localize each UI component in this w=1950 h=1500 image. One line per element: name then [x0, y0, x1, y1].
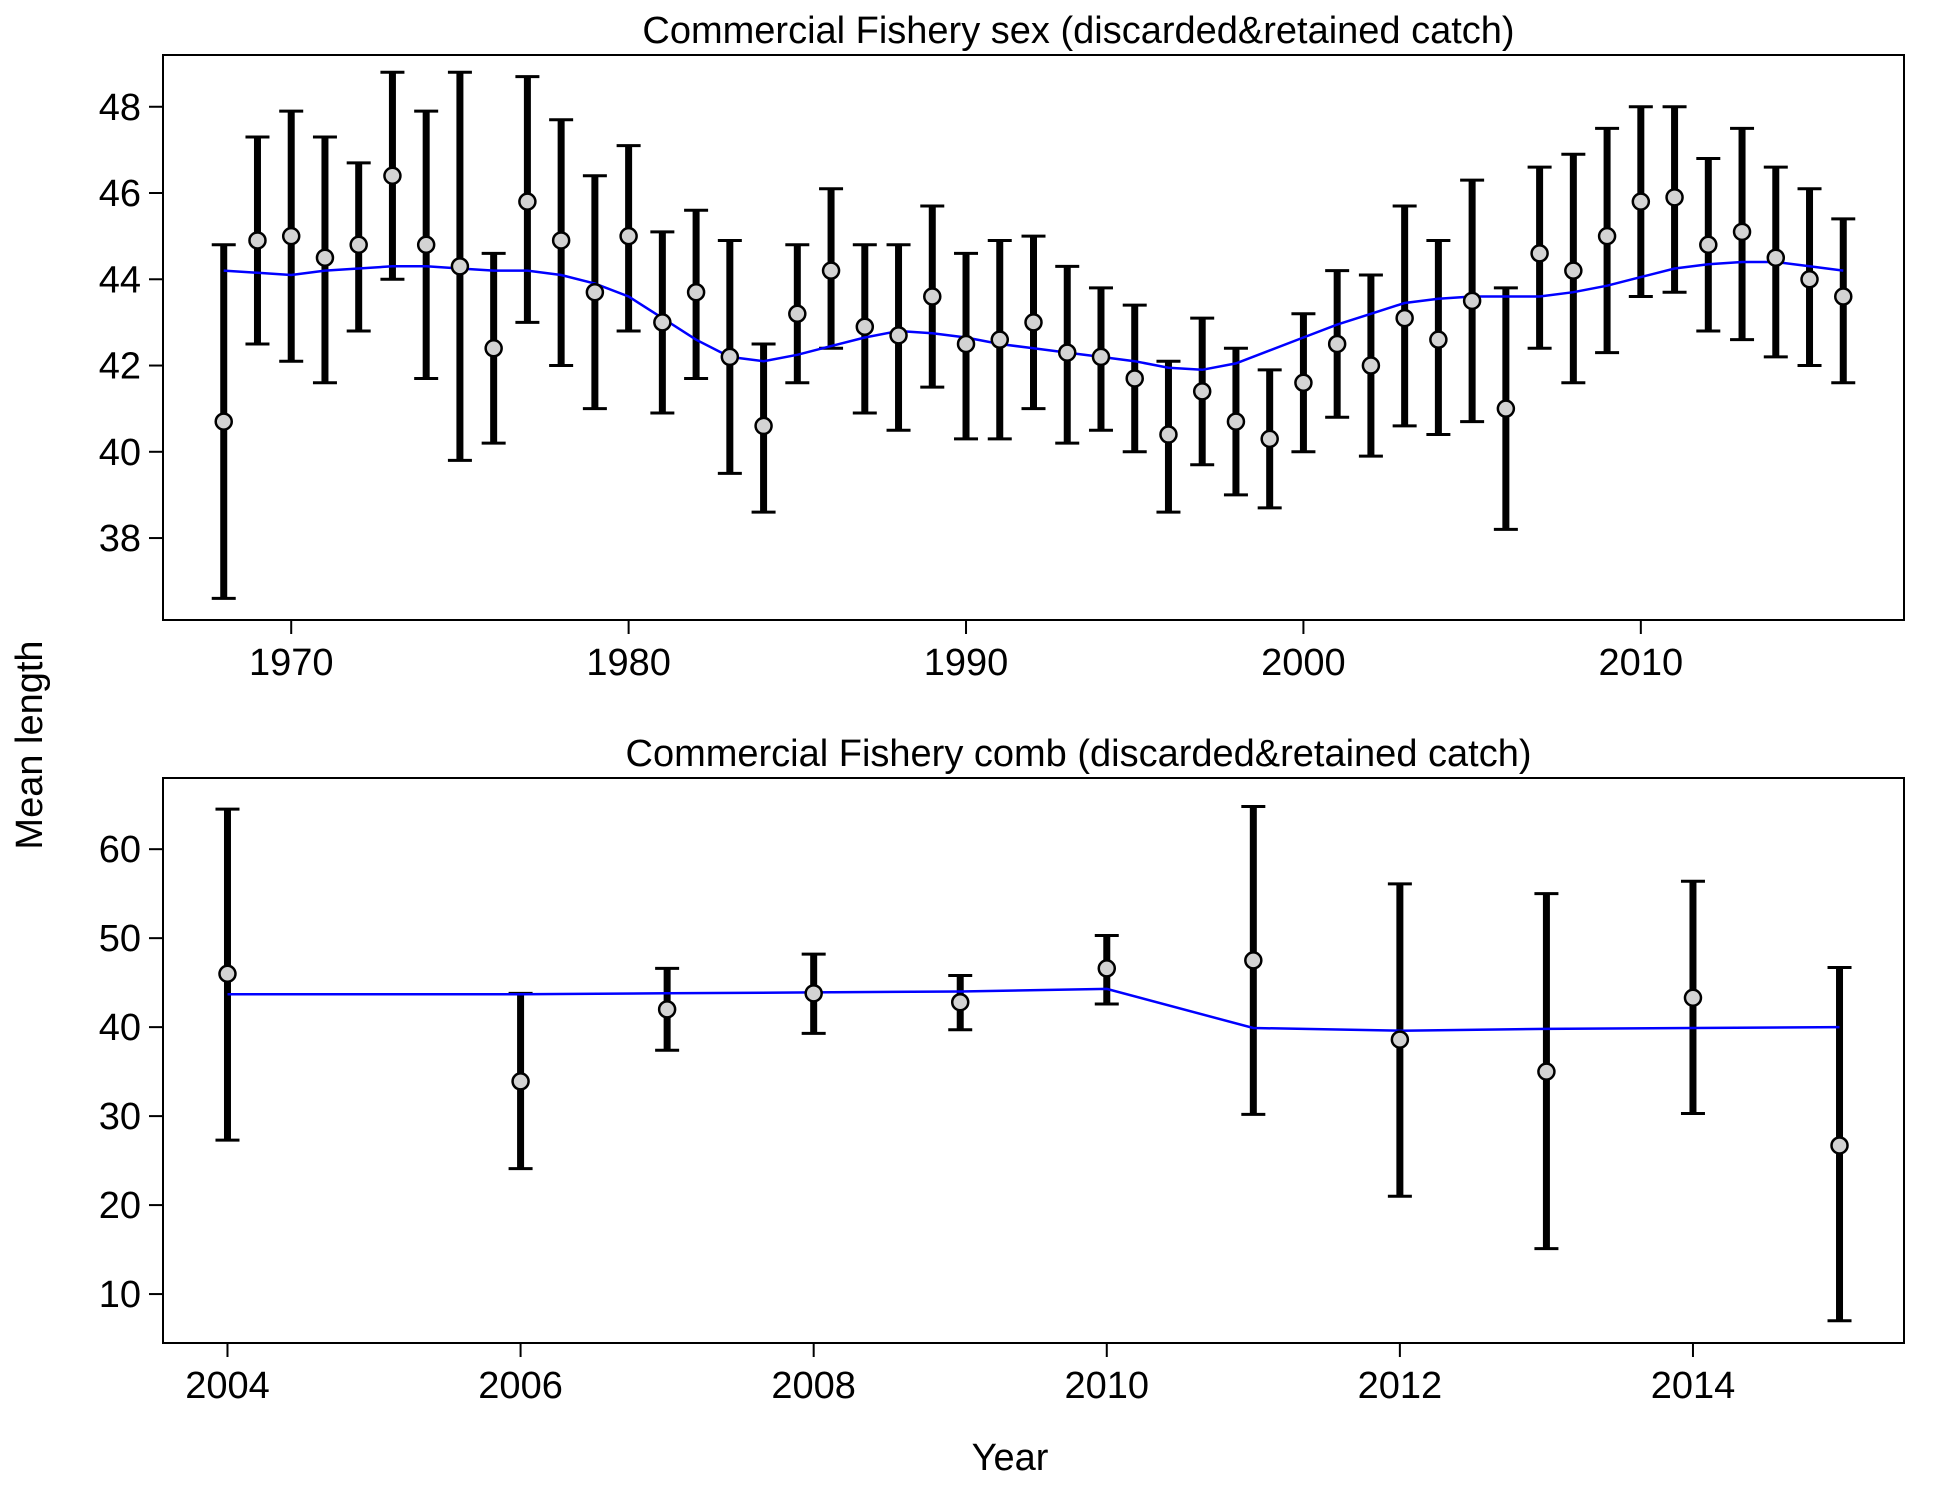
- data-point: [1537, 1062, 1556, 1081]
- data-point: [1395, 308, 1414, 328]
- x-tick-label: 2004: [185, 1365, 270, 1407]
- data-point: [1244, 951, 1263, 970]
- data-point: [1530, 244, 1549, 263]
- data-point: [1429, 330, 1448, 349]
- y-axis-label: Mean length: [9, 640, 51, 849]
- y-tick-label: 48: [99, 87, 141, 129]
- panel-comb: Commercial Fishery comb (discarded&retai…: [99, 733, 1905, 1407]
- plot-frame: [162, 777, 1905, 1344]
- x-tick-label: 2006: [478, 1365, 563, 1407]
- data-point: [923, 287, 942, 306]
- data-point: [1462, 291, 1482, 311]
- data-point: [1766, 248, 1786, 267]
- data-point: [1732, 222, 1752, 242]
- x-tick-label: 2010: [1599, 642, 1684, 684]
- data-point: [990, 330, 1010, 349]
- data-point: [653, 313, 672, 332]
- panel-sex: Commercial Fishery sex (discarded&retain…: [99, 10, 1905, 684]
- y-tick-label: 10: [99, 1274, 141, 1316]
- data-point: [1830, 1136, 1849, 1155]
- data-point: [1057, 343, 1077, 362]
- data-point: [788, 304, 807, 324]
- data-point: [1496, 399, 1516, 418]
- panel-title: Commercial Fishery sex (discarded&retain…: [642, 10, 1514, 52]
- data-point: [511, 1072, 530, 1091]
- x-tick-label: 1970: [249, 642, 334, 684]
- data-point: [218, 964, 237, 983]
- y-tick-label: 20: [99, 1185, 141, 1227]
- data-point: [1091, 347, 1111, 367]
- y-tick-label: 50: [99, 918, 141, 960]
- y-tick-label: 40: [99, 1007, 141, 1049]
- data-point: [585, 282, 605, 302]
- data-point: [657, 1000, 677, 1019]
- data-point: [484, 339, 503, 358]
- y-tick-label: 38: [99, 518, 141, 560]
- x-tick-label: 2014: [1651, 1365, 1736, 1407]
- data-point: [720, 347, 740, 367]
- data-point: [950, 992, 970, 1012]
- data-point: [1024, 313, 1043, 332]
- data-point: [1683, 988, 1703, 1008]
- data-point: [1226, 412, 1246, 431]
- data-point: [619, 226, 638, 246]
- expected-line: [227, 987, 1840, 1032]
- data-point: [349, 235, 368, 255]
- data-point: [1361, 356, 1381, 375]
- data-point: [1390, 1030, 1410, 1049]
- y-tick-label: 44: [99, 259, 141, 301]
- data-point: [1597, 226, 1617, 246]
- data-point: [1159, 425, 1178, 444]
- data-point: [315, 248, 335, 267]
- y-tick-label: 30: [99, 1096, 141, 1138]
- x-tick-label: 2012: [1358, 1365, 1443, 1407]
- data-point: [821, 261, 841, 280]
- data-point: [804, 984, 823, 1003]
- y-tick-label: 40: [99, 432, 141, 474]
- x-tick-label: 2010: [1065, 1365, 1150, 1407]
- data-point: [383, 166, 402, 186]
- data-point: [1327, 334, 1347, 354]
- expected-line: [223, 260, 1844, 372]
- data-point: [754, 416, 773, 436]
- data-point: [248, 231, 267, 250]
- data-point: [1834, 287, 1853, 306]
- data-point: [281, 226, 301, 246]
- x-axis-label: Year: [972, 1437, 1049, 1479]
- data-point: [1260, 429, 1279, 449]
- data-point: [1097, 959, 1117, 978]
- data-point: [1192, 382, 1212, 401]
- data-point: [855, 317, 875, 336]
- plot-frame: [162, 54, 1905, 621]
- y-tick-label: 46: [99, 173, 141, 215]
- data-point: [889, 326, 908, 345]
- data-point: [956, 334, 976, 354]
- data-point: [214, 412, 233, 431]
- data-point: [1564, 261, 1583, 280]
- data-point: [551, 231, 571, 250]
- data-point: [1125, 369, 1144, 388]
- x-tick-label: 1990: [924, 642, 1009, 684]
- data-point: [416, 235, 436, 255]
- x-tick-label: 2000: [1261, 642, 1346, 684]
- data-point: [1800, 270, 1819, 289]
- x-tick-label: 2008: [771, 1365, 856, 1407]
- data-point: [1294, 373, 1313, 393]
- data-point: [1699, 235, 1718, 255]
- panel-title: Commercial Fishery comb (discarded&retai…: [626, 733, 1532, 775]
- y-tick-label: 42: [99, 346, 141, 388]
- data-point: [686, 282, 706, 302]
- x-tick-label: 1980: [586, 642, 671, 684]
- data-point: [450, 257, 470, 276]
- y-tick-label: 60: [99, 829, 141, 871]
- data-point: [518, 192, 537, 211]
- data-point: [1665, 188, 1684, 207]
- data-point: [1631, 192, 1651, 211]
